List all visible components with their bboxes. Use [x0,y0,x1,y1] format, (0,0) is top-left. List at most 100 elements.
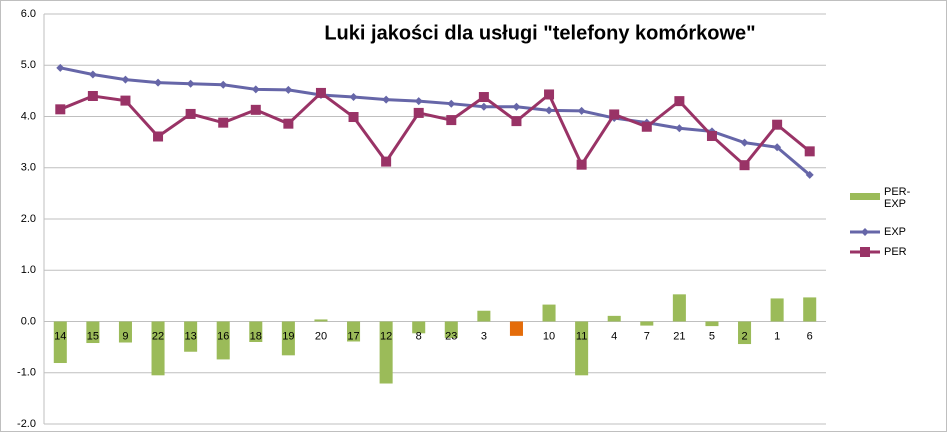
x-tick-label: 19 [282,330,294,342]
y-tick-label: 2.0 [21,213,36,225]
bar [53,321,67,364]
bar [803,297,817,322]
point [56,63,65,72]
x-tick-label: 21 [673,330,685,342]
point [860,247,870,257]
point [154,78,163,87]
point [447,99,456,108]
bar [477,310,491,322]
legend-swatch [850,193,880,200]
x-tick-label: 20 [315,330,327,342]
x-tick-label: 22 [152,330,164,342]
x-tick-label: 6 [807,330,813,342]
bar [216,321,230,360]
point [219,80,228,89]
point [186,79,195,88]
x-tick-label: 15 [87,330,99,342]
point [55,104,66,115]
y-tick-label: -2.0 [17,418,36,430]
point [315,87,326,98]
point [382,95,391,104]
y-tick-label: 0.0 [21,315,36,327]
bar [640,321,654,326]
x-tick-label: 18 [250,330,262,342]
bar [249,321,263,342]
point [348,112,359,123]
point [284,85,293,94]
y-tick-label: 6.0 [21,8,36,20]
point [87,91,98,101]
legend-label: PER-EXP [884,186,911,210]
point [120,95,131,106]
x-tick-label: 13 [185,330,197,342]
x-tick-label: 12 [380,330,392,342]
bar [672,294,686,322]
point [185,108,196,119]
y-tick-label: -1.0 [17,367,36,379]
point [121,75,130,84]
x-tick-label: 2 [741,330,747,342]
point [478,92,489,103]
y-tick-label: 4.0 [21,110,36,122]
bar [575,321,589,376]
point [740,138,749,147]
point [479,102,488,111]
point [773,143,782,152]
legend-label: PER [884,246,907,258]
point [609,109,620,120]
bar [379,321,393,384]
point [675,124,684,133]
point [577,106,586,115]
point [674,96,685,107]
x-tick-label: 5 [709,330,715,342]
bar [86,321,100,344]
bar [607,315,621,322]
point [805,170,814,179]
point [413,107,424,118]
point [250,104,261,115]
point [283,118,294,129]
x-tick-label: 10 [543,330,555,342]
y-tick-label: 3.0 [21,162,36,174]
bar [444,321,458,338]
point [88,70,97,79]
chart-title: Luki jakości dla usługi "telefony komórk… [324,22,755,44]
point [739,160,750,171]
point [381,156,392,167]
bar [118,321,132,343]
point [251,85,260,94]
point [641,121,652,132]
point [414,97,423,106]
bar [184,321,198,352]
legend-label: EXP [884,226,907,238]
bar [542,304,556,322]
x-tick-label: 9 [122,330,128,342]
y-tick-label: 5.0 [21,59,36,71]
bar [151,321,165,376]
bar [314,319,328,322]
bar [281,321,295,356]
point [576,159,587,170]
point [512,102,521,111]
point [861,228,869,236]
point [153,131,164,142]
bar [770,298,784,322]
x-tick-label: 3 [481,330,487,342]
point [545,106,554,115]
x-tick-label: 17 [347,330,359,342]
bar [347,321,361,342]
line [59,90,811,168]
x-tick-label: 11 [576,330,587,342]
x-tick-label: 16 [217,330,229,342]
x-tick-label: 8 [416,330,422,342]
x-tick-label: 7 [644,330,650,342]
line [59,66,811,177]
x-tick-label: 4 [611,330,617,342]
x-tick-label: 23 [445,330,457,342]
x-tick-label: 14 [54,330,66,342]
bar [509,321,523,336]
bar [412,321,426,334]
